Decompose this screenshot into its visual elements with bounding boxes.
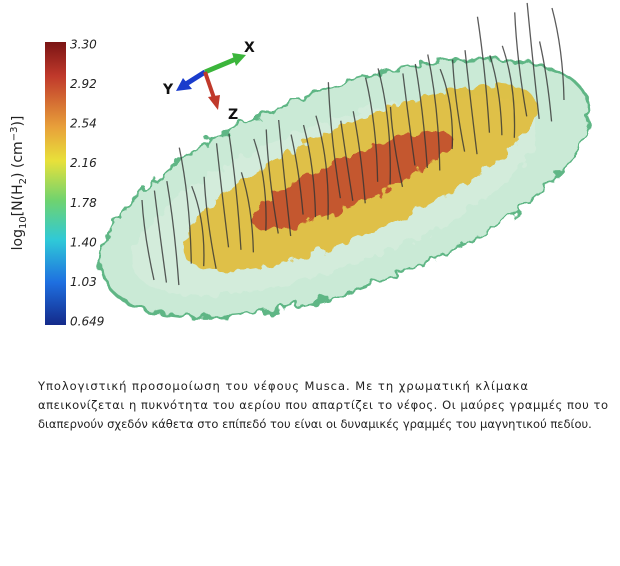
field-line bbox=[352, 111, 366, 204]
colorbar-label: log10[N(H2) (cm−3)] bbox=[9, 116, 29, 251]
field-line bbox=[290, 134, 304, 215]
field-line bbox=[141, 199, 155, 281]
field-line bbox=[377, 68, 391, 185]
field-line bbox=[526, 2, 540, 119]
caption-line: απεικονίζεται η πυκνότητα του αερίου που… bbox=[38, 398, 608, 412]
field-line bbox=[302, 124, 317, 218]
axis-z: Z bbox=[228, 107, 238, 123]
field-line bbox=[215, 143, 230, 248]
field-line bbox=[153, 190, 168, 283]
field-line bbox=[340, 120, 354, 201]
colorbar bbox=[45, 42, 66, 325]
colorbar-tick-label: 2.16 bbox=[70, 156, 97, 170]
field-line bbox=[389, 106, 404, 188]
field-line bbox=[451, 59, 466, 152]
field-line bbox=[538, 41, 553, 122]
field-line bbox=[476, 16, 491, 133]
field-line bbox=[203, 176, 217, 269]
field-line bbox=[253, 138, 267, 231]
field-line bbox=[489, 55, 503, 136]
field-line bbox=[402, 73, 416, 166]
field-line bbox=[501, 45, 516, 138]
caption-line: Υπολογιστική προσομοίωση του νέφους Musc… bbox=[37, 379, 528, 393]
cloud-image bbox=[98, 57, 592, 319]
field-line bbox=[240, 172, 255, 253]
field-line bbox=[427, 54, 441, 171]
field-line bbox=[327, 82, 342, 199]
field-line bbox=[365, 77, 379, 182]
field-line bbox=[178, 147, 192, 264]
field-line bbox=[278, 119, 292, 237]
colorbar-tick-label: 0.649 bbox=[70, 315, 104, 329]
field-line bbox=[315, 115, 329, 220]
field-line bbox=[265, 129, 279, 234]
colorbar-tick-label: 1.78 bbox=[70, 196, 97, 210]
colorbar-tick-label: 1.03 bbox=[70, 275, 97, 289]
field-line bbox=[191, 185, 205, 267]
field-line bbox=[166, 180, 180, 286]
field-line bbox=[514, 12, 528, 117]
colorbar-tick-label: 3.30 bbox=[70, 38, 97, 52]
axis-triad: X Y Z bbox=[162, 40, 255, 123]
field-line bbox=[414, 63, 428, 169]
field-line bbox=[228, 133, 242, 250]
axis-y: Y bbox=[162, 82, 174, 98]
field-lines bbox=[141, 2, 565, 286]
field-line bbox=[439, 68, 454, 150]
caption: Υπολογιστική προσομοίωση του νέφους Musc… bbox=[37, 379, 608, 431]
colorbar-tick-label: 2.54 bbox=[70, 117, 97, 131]
colorbar-tick-label: 1.40 bbox=[70, 235, 97, 249]
caption-line: διαπερνούν σχεδόν κάθετα στο επίπεδό του… bbox=[38, 417, 592, 431]
colorbar-tick-label: 2.92 bbox=[70, 77, 97, 91]
field-line bbox=[551, 7, 565, 101]
field-line bbox=[464, 50, 478, 155]
axis-x: X bbox=[244, 40, 255, 56]
